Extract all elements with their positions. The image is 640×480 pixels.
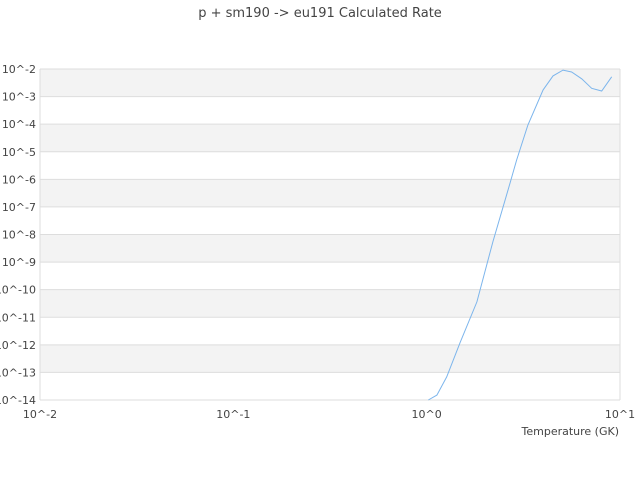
x-axis-label: Temperature (GK): [521, 425, 620, 438]
x-tick-label: 10^1: [605, 408, 635, 421]
y-tick-label: 10^-9: [2, 256, 36, 269]
plot-band: [40, 289, 620, 318]
y-tick-label: 10^-5: [2, 146, 36, 159]
y-tick-label: 10^-11: [0, 311, 36, 324]
y-tick-label: 10^-2: [2, 63, 36, 76]
plot-band: [40, 124, 620, 152]
y-tick-label: 10^-8: [2, 229, 36, 242]
plot-band: [40, 96, 620, 125]
plot-band: [40, 317, 620, 345]
plot-band: [40, 206, 620, 235]
series-line: [428, 69, 613, 401]
plot-band: [40, 234, 620, 263]
x-tick-label: 10^0: [412, 408, 442, 421]
y-tick-label: 10^-10: [0, 284, 36, 297]
y-tick-label: 10^-12: [0, 339, 36, 352]
y-tick-label: 10^-3: [2, 91, 36, 104]
plot-band: [40, 262, 620, 290]
x-tick-label: 10^-2: [23, 408, 57, 421]
plot-band: [40, 179, 620, 207]
plot-band: [40, 372, 620, 400]
y-tick-label: 10^-6: [2, 173, 36, 186]
x-tick-label: 10^-1: [216, 408, 250, 421]
y-tick-label: 10^-14: [0, 394, 36, 407]
y-tick-label: 10^-4: [2, 118, 36, 131]
plot-band: [40, 69, 620, 97]
y-tick-label: 10^-13: [0, 366, 36, 379]
plot-band: [40, 151, 620, 180]
chart-title: p + sm190 -> eu191 Calculated Rate: [198, 6, 442, 21]
y-tick-label: 10^-7: [2, 201, 36, 214]
plot-band: [40, 344, 620, 373]
